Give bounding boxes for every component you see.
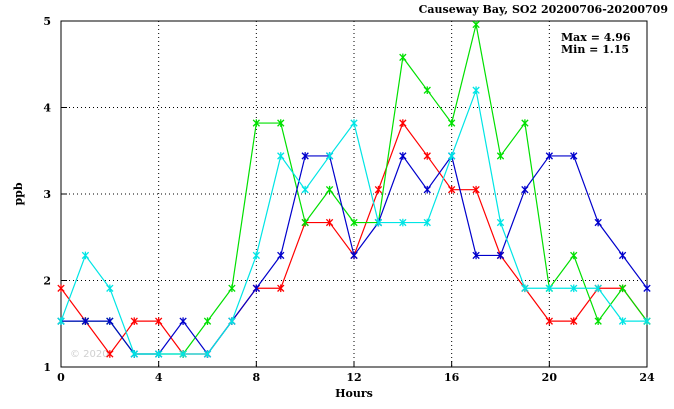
series-4 bbox=[57, 86, 651, 358]
data-point bbox=[545, 284, 553, 293]
data-point bbox=[106, 350, 114, 358]
data-point bbox=[545, 317, 553, 325]
grid bbox=[60, 20, 648, 368]
data-point bbox=[301, 152, 309, 160]
data-point bbox=[594, 284, 602, 293]
data-point bbox=[106, 284, 114, 293]
data-point bbox=[399, 119, 407, 127]
data-point bbox=[106, 317, 114, 325]
data-point bbox=[325, 185, 334, 194]
data-point bbox=[570, 317, 578, 325]
x-axis-title: Hours bbox=[335, 387, 373, 400]
series-layer bbox=[57, 20, 651, 358]
data-point bbox=[203, 317, 212, 325]
data-point bbox=[448, 152, 456, 160]
x-tick-label: 16 bbox=[444, 371, 460, 384]
data-point bbox=[57, 284, 65, 293]
data-point bbox=[228, 284, 236, 293]
data-point bbox=[496, 152, 505, 160]
data-point bbox=[423, 86, 431, 94]
watermark: © 2020 bbox=[70, 349, 109, 360]
data-point bbox=[643, 284, 651, 293]
data-point bbox=[252, 119, 260, 127]
data-point bbox=[350, 119, 358, 127]
data-point bbox=[423, 185, 431, 194]
data-point bbox=[423, 152, 431, 160]
max-annotation: Max = 4.96 bbox=[561, 31, 631, 44]
data-point bbox=[570, 251, 578, 260]
data-point bbox=[399, 53, 407, 62]
data-point bbox=[301, 185, 309, 194]
data-point bbox=[81, 317, 90, 325]
data-point bbox=[521, 185, 529, 194]
y-tick-label: 2 bbox=[43, 275, 51, 288]
data-point bbox=[448, 185, 456, 194]
data-point bbox=[350, 251, 358, 260]
data-point bbox=[155, 317, 163, 325]
data-point bbox=[399, 152, 407, 160]
data-point bbox=[277, 251, 285, 260]
data-point bbox=[130, 350, 138, 358]
data-point bbox=[448, 119, 456, 127]
data-point bbox=[374, 218, 383, 227]
data-point bbox=[277, 119, 285, 127]
data-point bbox=[81, 251, 90, 260]
data-point bbox=[496, 251, 505, 260]
y-axis-title: ppb bbox=[12, 182, 25, 205]
data-point bbox=[277, 284, 285, 293]
y-tick-label: 3 bbox=[43, 188, 51, 201]
data-point bbox=[472, 185, 480, 194]
data-point bbox=[252, 284, 260, 293]
data-point bbox=[252, 251, 260, 260]
data-point bbox=[374, 185, 383, 194]
data-point bbox=[618, 284, 627, 293]
data-point bbox=[325, 152, 334, 160]
x-tick-label: 4 bbox=[155, 371, 163, 384]
data-point bbox=[618, 317, 627, 325]
data-point bbox=[594, 218, 602, 227]
data-point bbox=[277, 152, 285, 160]
x-tick-label: 20 bbox=[542, 371, 558, 384]
y-tick-label: 1 bbox=[43, 361, 51, 374]
data-point bbox=[301, 218, 309, 227]
data-point bbox=[423, 218, 431, 227]
data-point bbox=[228, 317, 236, 325]
y-tick-label: 5 bbox=[43, 15, 51, 28]
x-tick-label: 24 bbox=[639, 371, 655, 384]
data-point bbox=[179, 317, 187, 325]
data-point bbox=[618, 251, 627, 260]
data-point bbox=[155, 350, 163, 358]
y-tick-label: 4 bbox=[43, 102, 51, 115]
data-point bbox=[496, 218, 505, 227]
data-point bbox=[399, 218, 407, 227]
data-point bbox=[545, 152, 553, 160]
data-point bbox=[643, 317, 651, 325]
x-tick-label: 12 bbox=[346, 371, 361, 384]
data-point bbox=[521, 284, 529, 293]
data-point bbox=[594, 317, 602, 325]
data-point bbox=[472, 86, 480, 94]
data-point bbox=[570, 284, 578, 293]
data-point bbox=[203, 350, 212, 358]
data-point bbox=[350, 218, 358, 227]
chart-title: Causeway Bay, SO2 20200706-20200709 bbox=[419, 3, 668, 16]
data-point bbox=[57, 317, 65, 325]
data-point bbox=[472, 20, 480, 29]
x-tick-label: 0 bbox=[57, 371, 65, 384]
data-point bbox=[179, 350, 187, 358]
data-point bbox=[130, 317, 138, 325]
data-point bbox=[570, 152, 578, 160]
data-point bbox=[521, 119, 529, 127]
data-point bbox=[472, 251, 480, 260]
min-annotation: Min = 1.15 bbox=[561, 43, 629, 56]
x-tick-label: 8 bbox=[253, 371, 261, 384]
data-point bbox=[325, 218, 334, 227]
